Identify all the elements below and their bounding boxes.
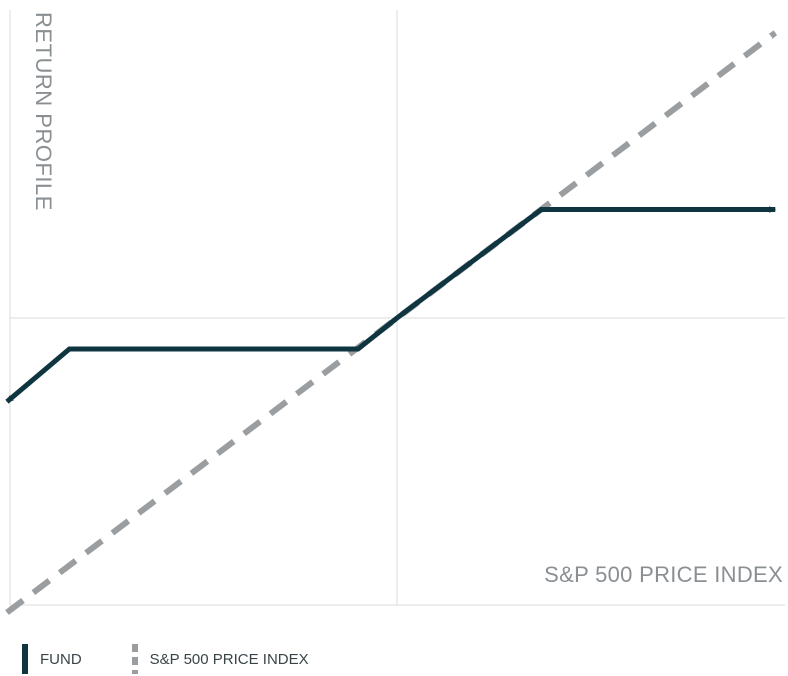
fund-swatch (22, 644, 28, 674)
legend: FUND S&P 500 PRICE INDEX (22, 642, 359, 676)
y-axis-label: RETURN PROFILE (31, 12, 56, 211)
index-swatch (131, 644, 138, 674)
return-profile-chart: RETURN PROFILE S&P 500 PRICE INDEX (5, 10, 785, 615)
series-line-fund (5, 206, 776, 404)
series-layer (5, 30, 778, 615)
legend-item-index: S&P 500 PRICE INDEX (131, 644, 309, 674)
legend-item-fund: FUND (22, 644, 82, 674)
x-axis-label: S&P 500 PRICE INDEX (544, 562, 783, 587)
grid-lines (9, 10, 785, 606)
legend-label-fund: FUND (40, 650, 82, 668)
legend-label-index: S&P 500 PRICE INDEX (149, 650, 309, 668)
